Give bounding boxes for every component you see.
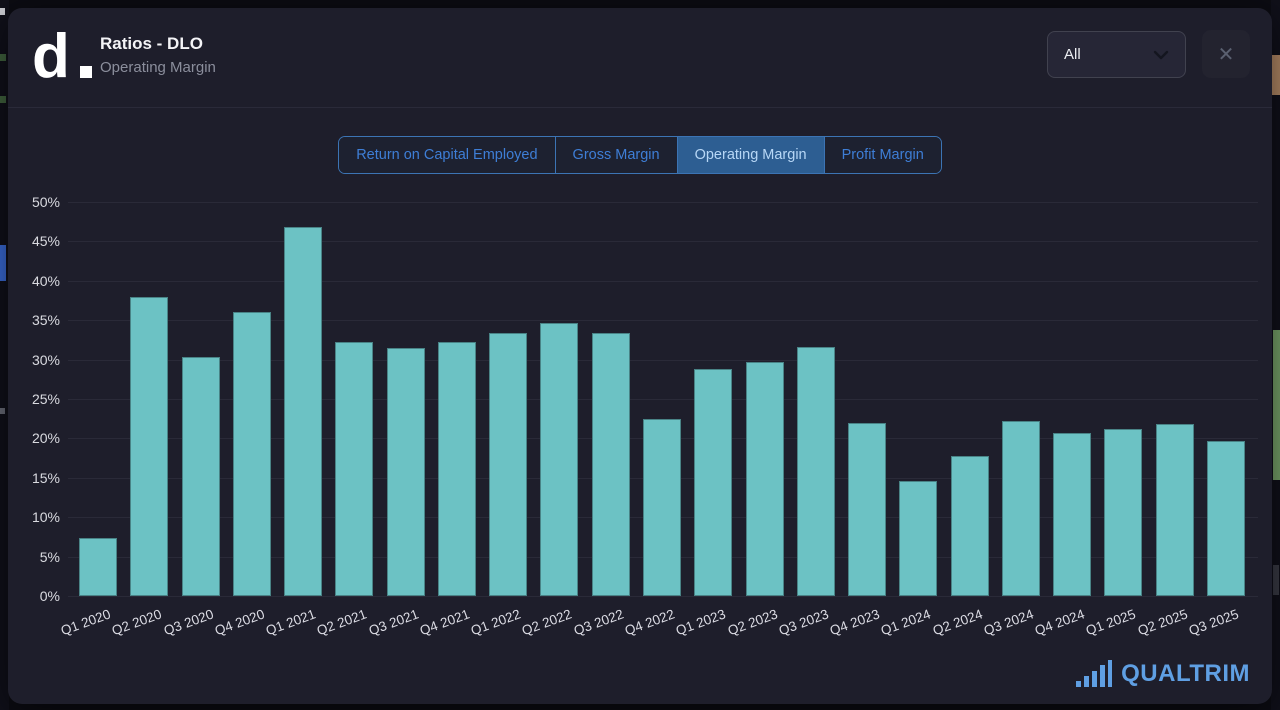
gridline: [68, 320, 1258, 322]
bar-q3-2025[interactable]: [1206, 440, 1245, 596]
backdrop-white-speck: [0, 8, 5, 15]
tab-return-on-capital-employed[interactable]: Return on Capital Employed: [339, 137, 555, 173]
bar-q3-2022[interactable]: [591, 332, 630, 596]
bar-q1-2024[interactable]: [899, 481, 938, 596]
y-axis-tick-label: 15%: [31, 469, 60, 486]
tab-profit-margin[interactable]: Profit Margin: [823, 137, 941, 173]
range-select[interactable]: All: [1047, 31, 1186, 78]
y-axis-tick-label: 10%: [31, 509, 60, 526]
backdrop-selected-indicator: [0, 245, 6, 281]
bar-q4-2023[interactable]: [848, 423, 887, 596]
bar-q3-2021[interactable]: [386, 347, 425, 596]
y-axis-tick-label: 35%: [31, 312, 60, 329]
bar-q1-2020[interactable]: [79, 537, 117, 596]
bar-q4-2021[interactable]: [437, 341, 476, 596]
bar-q3-2020[interactable]: [181, 357, 220, 596]
tab-operating-margin[interactable]: Operating Margin: [676, 137, 824, 173]
backdrop-text-speck: [1273, 565, 1279, 595]
ratios-modal: d Ratios - DLO Operating Margin All ✕ Re…: [8, 8, 1272, 704]
background-page-right-sliver: [1271, 0, 1280, 710]
gridline: [68, 399, 1258, 400]
backdrop-gray-speck: [0, 408, 5, 414]
y-axis-tick-label: 20%: [31, 430, 60, 447]
app-logo-letter: d: [32, 22, 70, 91]
y-axis-tick-label: 40%: [31, 272, 60, 289]
bar-q3-2023[interactable]: [796, 347, 835, 596]
range-select-value: All: [1064, 46, 1081, 63]
bar-q2-2020[interactable]: [130, 296, 169, 596]
modal-header: d Ratios - DLO Operating Margin All ✕: [8, 8, 1272, 108]
backdrop-green-bar: [1273, 330, 1280, 480]
bar-q2-2023[interactable]: [745, 362, 784, 596]
plot-area: 0% 5% 10% 15% 20% 25% 30% 35% 40% 45% 50% Q1 2020 Q2…: [8, 8, 1272, 704]
gridline: [68, 596, 1258, 597]
y-axis-tick-label: 30%: [31, 351, 60, 368]
bar-q4-2020[interactable]: [232, 312, 271, 596]
bar-q3-2024[interactable]: [1001, 421, 1040, 596]
bar-q2-2025[interactable]: [1155, 424, 1194, 596]
bar-q2-2024[interactable]: [950, 455, 989, 596]
tab-group: Return on Capital Employed Gross Margin Op…: [338, 136, 942, 174]
bar-q1-2025[interactable]: [1104, 428, 1143, 596]
qualtrim-branding: QUALTRIM: [1076, 660, 1250, 688]
page-subtitle: Operating Margin: [100, 59, 216, 76]
bar-q2-2021[interactable]: [335, 342, 374, 596]
bar-q1-2023[interactable]: [694, 369, 733, 596]
y-axis-tick-label: 45%: [31, 233, 60, 250]
chevron-down-icon: [1153, 50, 1169, 59]
bar-q2-2022[interactable]: [540, 322, 579, 596]
bar-q4-2022[interactable]: [643, 418, 681, 596]
gridline: [68, 202, 1258, 203]
close-icon: ✕: [1217, 43, 1235, 66]
qualtrim-logo-text: QUALTRIM: [1121, 660, 1250, 687]
backdrop-green-speck-1: [0, 54, 6, 61]
page-title: Ratios - DLO: [100, 34, 203, 53]
gridline: [68, 359, 1258, 361]
backdrop-green-speck-2: [0, 96, 6, 103]
bar-q1-2021[interactable]: [284, 227, 323, 596]
background-page-left-sliver: [0, 0, 9, 710]
gridline: [68, 241, 1258, 243]
bar-q1-2022[interactable]: [489, 332, 528, 596]
tab-bar: Return on Capital Employed Gross Margin Op…: [8, 136, 1272, 174]
bar-q4-2024[interactable]: [1053, 432, 1092, 596]
gridline: [68, 280, 1258, 282]
y-axis-tick-label: 5%: [39, 548, 60, 565]
y-axis-tick-label: 0%: [39, 588, 60, 604]
bar-chart-icon: [1076, 660, 1113, 687]
tab-gross-margin[interactable]: Gross Margin: [554, 137, 677, 173]
y-axis-tick-label: 50%: [31, 194, 60, 210]
y-axis-tick-label: 25%: [31, 391, 60, 407]
app-logo: d: [32, 22, 92, 92]
app-logo-dot: [79, 66, 92, 78]
backdrop-tan-block: [1272, 55, 1280, 95]
close-button[interactable]: ✕: [1202, 30, 1250, 78]
